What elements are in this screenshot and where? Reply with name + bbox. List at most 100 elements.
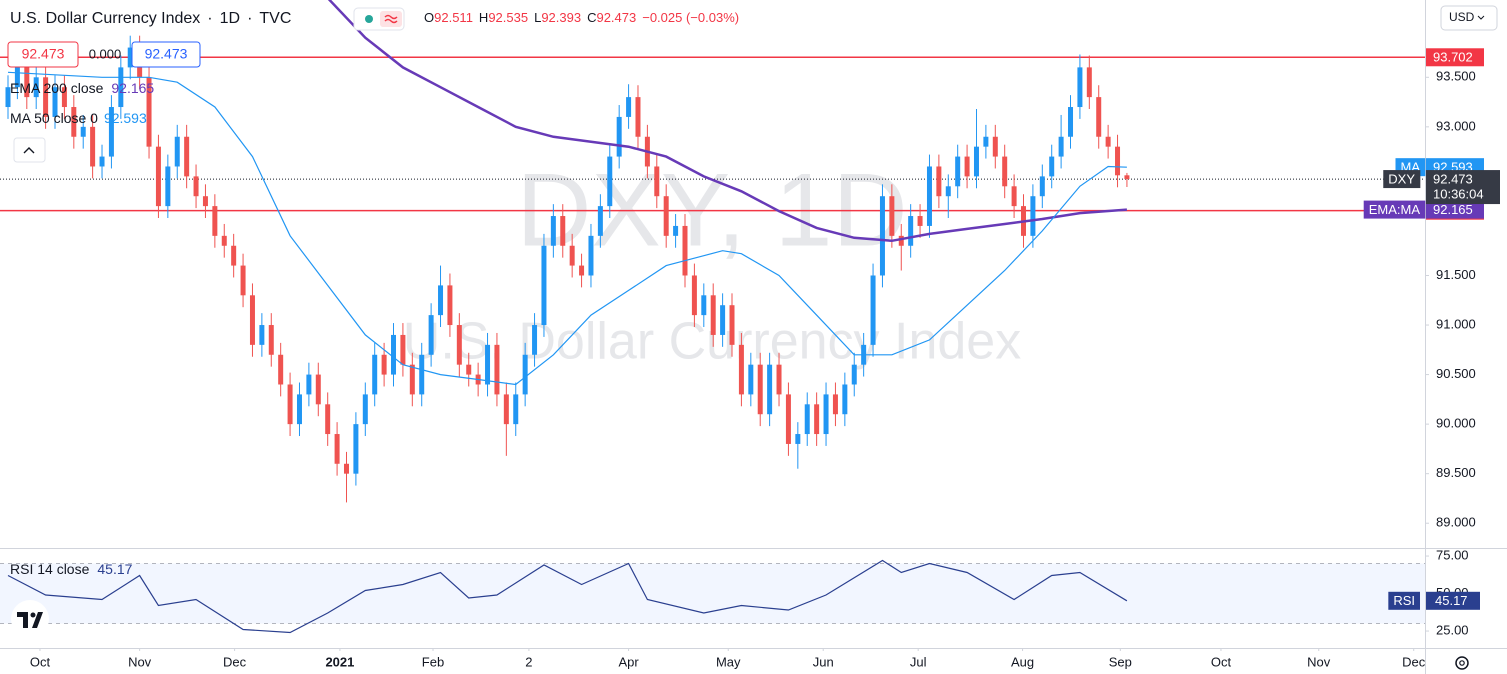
candle-body [202,196,208,207]
rsi-y-tick-label: 25.00 [1436,622,1469,637]
candle-body [155,146,161,207]
candle-body [99,156,105,167]
candle-body [701,295,707,316]
ma-legend-name: MA 50 close 0 [10,110,98,126]
candle-body [1002,156,1008,187]
gear-ring [1455,656,1469,670]
gear-hub [1459,660,1465,666]
symbol-tag-label: DXY [1388,172,1415,187]
bid-box[interactable] [7,41,79,68]
ohlc-values: O92.511 H92.535 L92.393 C92.473 −0.025 (−0.0… [424,10,739,25]
indicator-tag-label: EMA:MA [1369,202,1421,217]
currency-label: USD [1449,10,1475,24]
symbol-tag [1383,170,1421,189]
axes: 89.000 89.500 90.000 90.500 91.000 91.500 93.0… [30,48,1500,669]
candle-body [362,394,368,425]
ema-legend-name: EMA 200 close [10,80,104,96]
candle-body [654,166,660,197]
candle-body [579,265,585,276]
candle-body [212,206,218,236]
candle-body [1049,156,1055,177]
indicator-line [327,0,1127,243]
y-tick-label: 93.000 [1436,118,1476,133]
symbol-title: U.S. Dollar Currency Index · 1D · TVC [10,10,291,27]
candle-body [343,463,349,474]
x-tick-label: Sep [1109,654,1132,669]
currency-button[interactable] [1440,5,1498,31]
candle-body [626,97,632,117]
candle-body [24,57,30,98]
candle-body [296,394,302,425]
tv-logo [11,600,49,638]
candle-body [560,216,566,246]
y-tick-label: 90.500 [1436,366,1476,381]
ask-price: 92.473 [145,46,188,62]
candle-body [795,434,801,444]
x-tick-label: 2 [525,654,532,669]
candle-body [447,285,453,326]
logo-bg [11,600,49,638]
candle-body [503,394,509,425]
header: U.S. Dollar Currency Index · 1D · TVC O92.51… [7,5,1498,670]
ohlc-value: 92.473 [596,10,636,25]
candle-body [1039,176,1045,197]
candle-body [673,225,679,236]
ma-legend: MA 50 close 0 92.593 [10,110,147,126]
main-pane [0,0,1425,503]
last-price-tag [1426,170,1500,205]
ask-box[interactable] [131,41,201,68]
candle-body [221,235,227,246]
candle-body [391,334,397,375]
price-tag [1426,200,1484,219]
candle-body [287,384,293,425]
candle-body [1077,67,1083,108]
candle-body [607,156,613,207]
rsi-legend: RSI 14 close 45.17 [10,561,133,577]
candle-body [1058,136,1064,157]
y-tick-label: 91.000 [1436,316,1476,331]
y-tick-label: 89.500 [1436,465,1476,480]
candle-body [879,196,885,276]
candle-body [767,364,773,415]
candle-body [381,354,387,375]
collapse-button[interactable] [13,137,46,163]
candle-body [682,225,688,276]
ohlc-prefix: L [534,10,541,25]
candle-body [43,77,49,117]
candle-body [588,235,594,276]
ema-legend-value: 92.165 [111,80,154,96]
price-tag [1426,48,1484,67]
candle-body [240,265,246,296]
price-tag-label: 93.702 [1433,50,1473,65]
ohlc-value: 92.511 [434,10,473,25]
rsi-y-tick-label: 75.00 [1436,547,1469,562]
candle-body [1096,97,1102,137]
candle-body [1115,146,1121,176]
candle-body [964,156,970,177]
candle-body [419,354,425,395]
candle-body [842,384,848,415]
candle-body [748,364,754,395]
x-tick-label: Oct [1211,654,1232,669]
x-tick-label: Jun [813,654,834,669]
x-tick-label: Dec [223,654,247,669]
candle-body [541,245,547,326]
candle-body [400,334,406,365]
market-open-dot [365,15,373,23]
candle-body [513,394,519,425]
settings-gear[interactable] [1455,656,1469,670]
rsi-pane [0,559,1425,634]
rsi-value-tag [1426,591,1480,610]
candle-body [973,146,979,177]
rsi-tag-label: RSI [1393,593,1415,608]
candle-body [870,275,876,345]
candle-body [532,325,538,355]
candle-body [174,136,180,167]
x-tick-label: Nov [1307,654,1331,669]
bid-price: 92.473 [22,46,65,62]
rsi-line [7,559,1128,634]
candle-body [569,245,575,266]
x-tick-label: Dec [1402,654,1426,669]
